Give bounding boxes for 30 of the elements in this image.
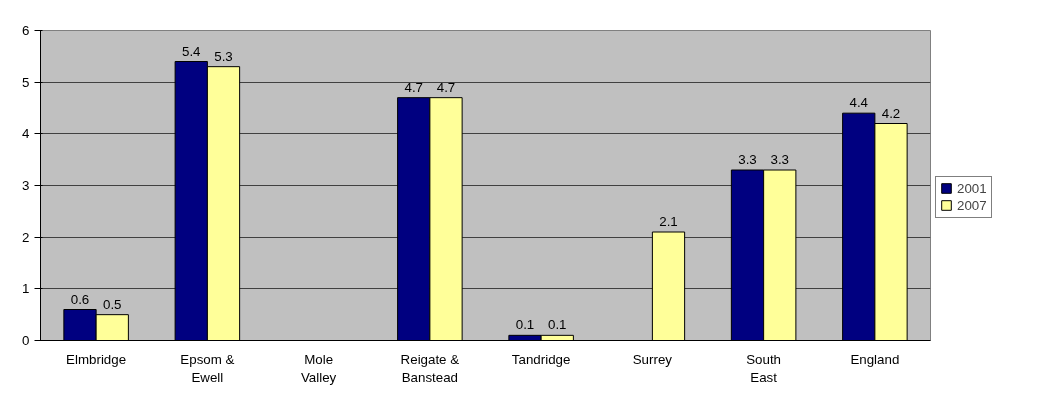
data-label: 5.3 (214, 48, 233, 64)
data-label: 4.7 (436, 79, 456, 95)
data-label: 3.3 (770, 152, 790, 167)
data-label: 5.4 (181, 43, 202, 59)
data-label: 0.1 (547, 317, 567, 333)
x-tick-label: Mole Valley (300, 351, 337, 385)
data-label: 0.5 (102, 296, 122, 312)
x-tick-label: Surrey (632, 351, 673, 367)
data-label: 3.3 (738, 152, 757, 167)
data-label: 0.1 (515, 317, 535, 333)
legend-label: 2007 (957, 197, 987, 213)
data-label: 4.2 (881, 105, 901, 121)
y-tick-label: 2 (22, 229, 30, 245)
x-tick-label: England (850, 351, 900, 367)
y-tick-label: 5 (22, 74, 30, 90)
x-tick-label: Elmbridge (66, 351, 127, 367)
x-tick-label: Epsom & Ewell (180, 351, 235, 385)
data-label: 0.6 (70, 291, 90, 307)
y-tick-label: 3 (22, 178, 30, 193)
data-label: 4.4 (849, 95, 869, 111)
x-tick-label: South East (746, 351, 782, 385)
x-tick-label: Reigate & Banstead (400, 351, 460, 385)
y-tick-label: 0 (22, 333, 30, 348)
y-tick-label: 1 (22, 281, 30, 297)
data-label: 4.7 (404, 79, 424, 95)
x-tick-label: Tandridge (511, 351, 571, 367)
y-tick-label: 6 (22, 23, 30, 38)
y-tick-label: 4 (22, 126, 31, 142)
legend-label: 2001 (957, 180, 987, 196)
data-label: 2.1 (659, 214, 678, 229)
